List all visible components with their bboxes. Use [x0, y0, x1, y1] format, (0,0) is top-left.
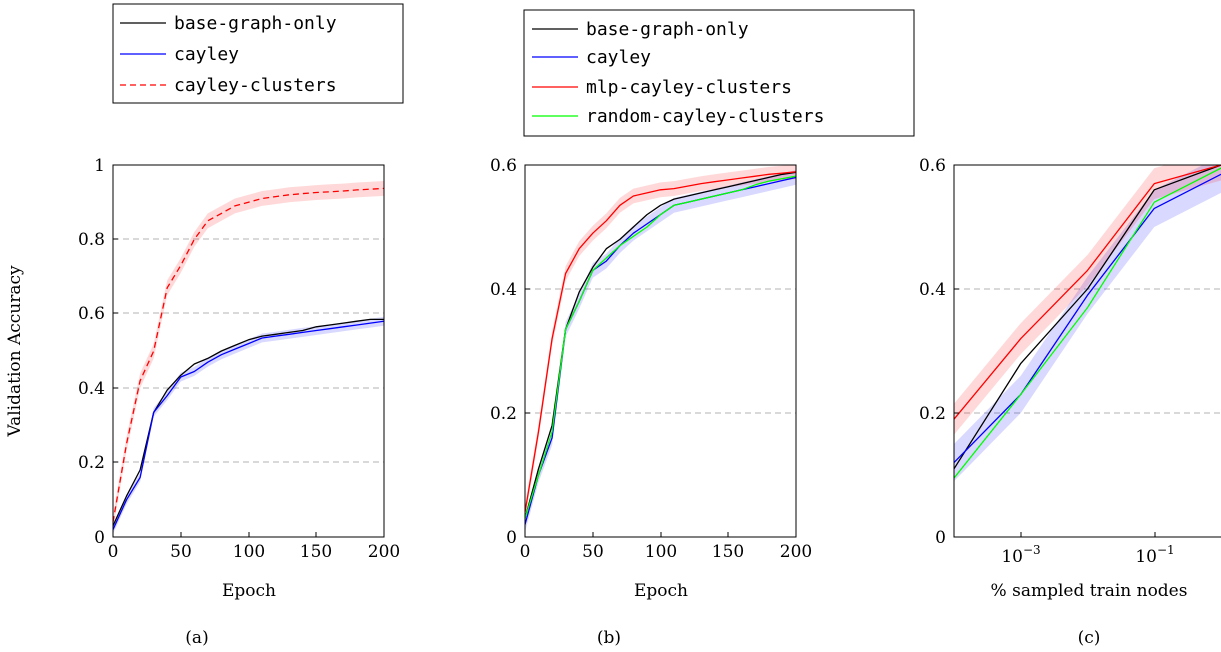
y-tick-label: 0 — [935, 528, 946, 548]
figure-ylabel: Validation Accuracy — [5, 265, 25, 438]
panel-a-plot — [113, 181, 384, 534]
x-tick-label: 50 — [170, 542, 192, 562]
x-tick-base: 10 — [1135, 547, 1157, 567]
x-tick-base: 10 — [1001, 547, 1023, 567]
x-tick-label: 200 — [780, 542, 812, 562]
series-line-base-graph-only — [525, 172, 796, 518]
series-line-random-cayley-clusters — [525, 176, 796, 518]
y-tick-label: 0.4 — [78, 379, 105, 399]
legend-a-entry-0: base-graph-only — [174, 13, 337, 34]
legend-b-entry-0: base-graph-only — [586, 19, 749, 40]
y-tick-label: 0.4 — [919, 280, 946, 300]
panel-b-grid — [525, 289, 796, 413]
x-tick-label: 10−3 — [1001, 543, 1040, 567]
series-band-cayley — [954, 156, 1221, 482]
y-tick-label: 0.6 — [919, 156, 946, 176]
x-tick-label: 0 — [108, 542, 119, 562]
y-tick-label: 0.8 — [78, 230, 105, 250]
panel-b: 0 50 100 150 200 0 0.2 0.4 0.6 Epoch (b) — [490, 156, 812, 648]
y-tick-label: 0.4 — [490, 280, 517, 300]
x-tick-label: 10−1 — [1135, 543, 1174, 567]
panel-b-xlabel: Epoch — [634, 581, 688, 601]
panel-c-label: (c) — [1078, 628, 1101, 648]
x-tick-label: 150 — [300, 542, 332, 562]
panel-c-frame — [954, 165, 1221, 537]
legend-a-entry-2: cayley-clusters — [174, 75, 337, 96]
legend-b-entry-3: random-cayley-clusters — [586, 106, 824, 127]
series-band-cayley — [525, 170, 796, 532]
panel-a-label: (a) — [185, 628, 208, 648]
y-tick-label: 0.2 — [78, 453, 105, 473]
panel-b-label: (b) — [597, 628, 621, 648]
x-tick-label: 50 — [582, 542, 604, 562]
legend-a: base-graph-only cayley cayley-clusters — [113, 4, 403, 103]
series-line-cayley — [525, 177, 796, 524]
panel-b-plot — [525, 164, 796, 532]
legend-b: base-graph-only cayley mlp-cayley-cluste… — [524, 10, 914, 136]
panel-a-xlabel: Epoch — [222, 581, 276, 601]
y-tick-label: 0.6 — [78, 304, 105, 324]
x-tick-label: 0 — [520, 542, 531, 562]
panel-c-plot — [954, 150, 1221, 482]
y-tick-label: 0 — [506, 528, 517, 548]
legend-b-entry-1: cayley — [586, 47, 651, 68]
panel-a: 0 50 100 150 200 0 0.2 0.4 0.6 0.8 1 Epo… — [78, 156, 400, 648]
panel-c-xlabel: % sampled train nodes — [991, 581, 1188, 601]
x-tick-label: 100 — [233, 542, 265, 562]
x-tick-label: 200 — [368, 542, 400, 562]
x-tick-exponent: −3 — [1023, 543, 1041, 557]
x-tick-label: 150 — [712, 542, 744, 562]
y-tick-label: 0.2 — [490, 404, 517, 424]
y-tick-label: 0.2 — [919, 404, 946, 424]
series-line-mlp-cayley-clusters — [525, 172, 796, 512]
y-tick-label: 0 — [94, 528, 105, 548]
y-tick-label: 0.6 — [490, 156, 517, 176]
legend-b-entry-2: mlp-cayley-clusters — [586, 77, 792, 98]
x-tick-exponent: −1 — [1157, 543, 1175, 557]
x-tick-label: 100 — [645, 542, 677, 562]
series-band-cayley-clusters — [113, 181, 384, 530]
y-tick-label: 1 — [94, 156, 105, 176]
panel-c: 10−3 10−1 0 0.2 0.4 0.6 % sampled train … — [919, 150, 1221, 649]
legend-a-entry-1: cayley — [174, 44, 239, 65]
